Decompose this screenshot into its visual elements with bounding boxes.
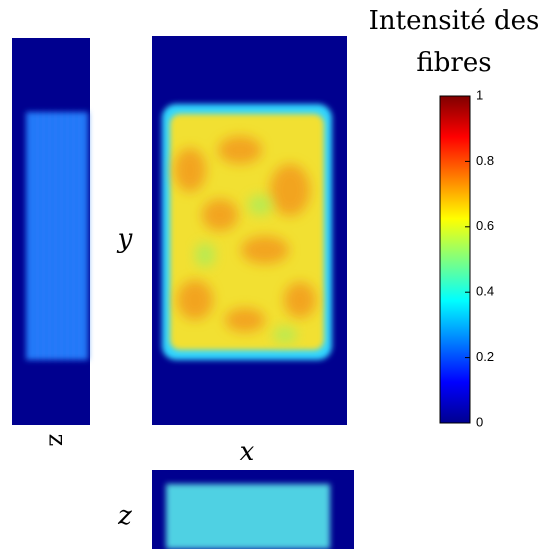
tick-label: 1 [476,87,483,102]
tick-label: 0 [476,414,483,429]
top-view [152,470,354,549]
colorbar [439,95,471,424]
axis-label: y [117,224,133,254]
colorbar-title: fibres [416,48,491,78]
axis-label: x [240,437,255,467]
axis-label: z [117,501,132,531]
panel-label: z [44,434,72,447]
tick-label: 0.8 [476,153,494,168]
side-view [12,38,90,425]
colorbar-title: Intensité des [369,6,540,36]
tick-label: 0.4 [476,284,494,299]
tick-label: 0.6 [476,218,494,233]
front-view [152,36,347,425]
tick-label: 0.2 [476,349,494,364]
